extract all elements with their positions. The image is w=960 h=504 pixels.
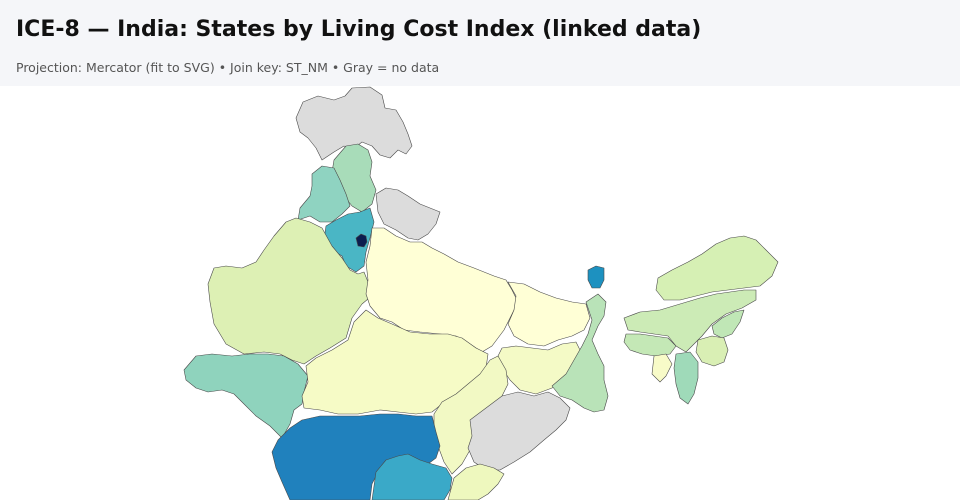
- state-ladakh[interactable]: [295, 86, 413, 161]
- state-rajasthan[interactable]: [207, 217, 375, 365]
- state-sikkim[interactable]: [587, 265, 605, 289]
- state-gujarat[interactable]: [183, 353, 309, 439]
- choropleth-map: [183, 86, 779, 501]
- state-mizoram[interactable]: [673, 351, 699, 405]
- state-nagaland[interactable]: [711, 309, 745, 339]
- state-delhi[interactable]: [355, 233, 368, 248]
- state-bihar[interactable]: [507, 281, 591, 347]
- page-subtitle: Projection: Mercator (fit to SVG) • Join…: [16, 60, 440, 75]
- state-assam[interactable]: [623, 289, 757, 353]
- state-uttarakhand[interactable]: [375, 187, 441, 241]
- state-punjab[interactable]: [297, 165, 351, 223]
- map-container: [0, 86, 960, 501]
- state-tripura[interactable]: [651, 353, 673, 383]
- state-manipur[interactable]: [695, 335, 729, 367]
- state-odisha[interactable]: [467, 391, 571, 471]
- page-title: ICE-8 — India: States by Living Cost Ind…: [16, 17, 702, 42]
- states-layer: [183, 86, 779, 501]
- state-uttar-pradesh[interactable]: [365, 227, 519, 353]
- state-west-bengal[interactable]: [551, 293, 609, 413]
- state-arunachal-pradesh[interactable]: [655, 235, 779, 301]
- header: ICE-8 — India: States by Living Cost Ind…: [0, 0, 960, 86]
- state-meghalaya[interactable]: [623, 333, 677, 357]
